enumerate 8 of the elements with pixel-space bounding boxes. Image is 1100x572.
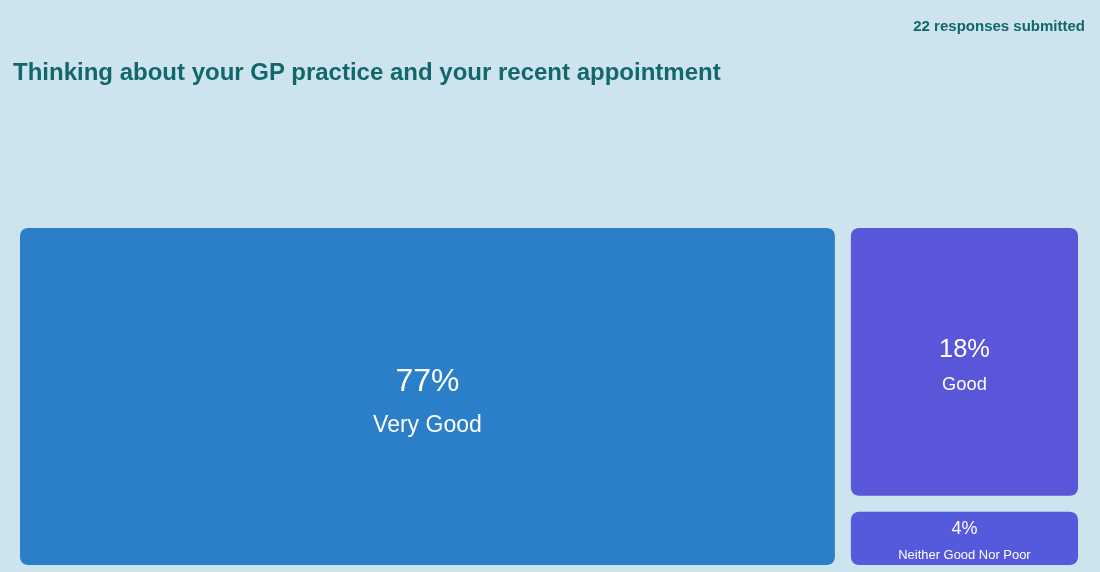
category-label: Good: [942, 372, 987, 394]
text: Thinking about your GP practice and your recent appointment: [13, 58, 721, 85]
text: 22 responses submitted: [913, 17, 1085, 34]
data-label: 77%: [395, 361, 460, 398]
data-label: 18%: [939, 334, 990, 363]
category-label: Very Good: [373, 411, 482, 438]
data-label: 4%: [951, 518, 978, 539]
category-label: Neither Good Nor Poor: [898, 546, 1032, 562]
